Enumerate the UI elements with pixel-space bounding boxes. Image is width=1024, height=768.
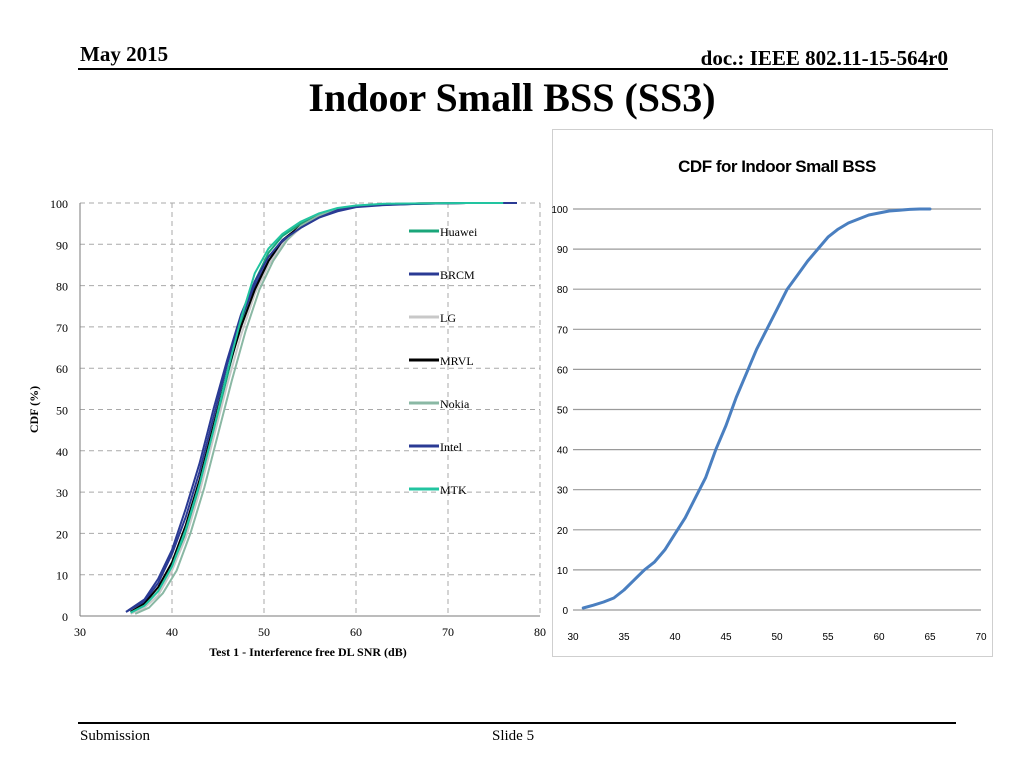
left-x-tick-label: 80: [534, 625, 546, 639]
legend-label-nokia: Nokia: [440, 397, 470, 411]
left-y-tick-label: 20: [56, 527, 68, 541]
legend-label-mtk: MTK: [440, 483, 467, 497]
header-date: May 2015: [80, 42, 169, 66]
right-y-tick-label: 60: [557, 365, 569, 376]
left-y-tick-label: 100: [50, 197, 68, 211]
left-chart: 0 10 20 30 40 50 60 70 80 90 100 30 40 50 60 70 80 Test 1…: [27, 197, 546, 659]
right-y-tick-label: 80: [557, 285, 569, 296]
right-series-line: [581, 207, 932, 610]
left-x-tick-label: 30: [74, 625, 86, 639]
footer-submission: Submission: [80, 728, 151, 744]
right-y-tick-label: 30: [557, 486, 569, 497]
left-series-line-mtk: [130, 202, 504, 614]
footer-rule: [78, 722, 956, 724]
right-x-tick-label: 65: [924, 632, 936, 643]
legend-label-mrvl: MRVL: [440, 354, 474, 368]
right-y-tick-label: 0: [562, 606, 568, 617]
left-y-tick-label: 10: [56, 569, 68, 583]
right-y-tick-label: 50: [557, 406, 569, 417]
right-x-tick-label: 60: [873, 632, 885, 643]
left-x-tick-label: 70: [442, 625, 454, 639]
right-x-tick-label: 30: [567, 632, 579, 643]
right-y-tick-label: 40: [557, 446, 569, 457]
legend-label-intel: Intel: [440, 440, 463, 454]
left-y-tick-label: 90: [56, 238, 68, 252]
right-y-tick-label: 20: [557, 526, 569, 537]
left-y-tick-label: 80: [56, 280, 68, 294]
header-doc-id: doc.: IEEE 802.11-15-564r0: [700, 46, 948, 70]
right-x-tick-label: 35: [618, 632, 630, 643]
right-y-tick-label: 90: [557, 245, 569, 256]
left-y-tick-label: 40: [56, 445, 68, 459]
right-y-tick-label: 100: [551, 205, 568, 216]
left-y-tick-label: 60: [56, 362, 68, 376]
left-y-axis-label: CDF (%): [27, 386, 41, 433]
right-chart-title: CDF for Indoor Small BSS: [678, 157, 876, 176]
left-y-tick-label: 70: [56, 321, 68, 335]
left-x-tick-label: 50: [258, 625, 270, 639]
legend-label-brcm: BRCM: [440, 268, 475, 282]
right-y-tick-label: 70: [557, 325, 569, 336]
footer-slide-number: Slide 5: [492, 728, 535, 744]
left-x-tick-label: 60: [350, 625, 362, 639]
right-x-tick-label: 45: [720, 632, 732, 643]
right-chart-frame: [552, 129, 993, 657]
slide-title: Indoor Small BSS (SS3): [308, 75, 716, 120]
left-x-axis-label: Test 1 - Interference free DL SNR (dB): [209, 645, 406, 659]
left-y-tick-label: 30: [56, 486, 68, 500]
right-y-tick-label: 10: [557, 566, 569, 577]
right-x-tick-label: 70: [975, 632, 987, 643]
header-rule: [78, 68, 948, 70]
legend-label-huawei: Huawei: [440, 225, 478, 239]
right-x-tick-label: 50: [771, 632, 783, 643]
right-x-tick-label: 40: [669, 632, 681, 643]
right-x-tick-label: 55: [822, 632, 834, 643]
right-chart: 0 10 20 30 40 50 60 70 80 90 100 30 35 40 45 50 55 60 65 70…: [551, 157, 987, 643]
left-y-tick-label: 50: [56, 404, 68, 418]
left-y-tick-label: 0: [62, 610, 68, 624]
legend-label-lg: LG: [440, 311, 456, 325]
left-x-tick-label: 40: [166, 625, 178, 639]
